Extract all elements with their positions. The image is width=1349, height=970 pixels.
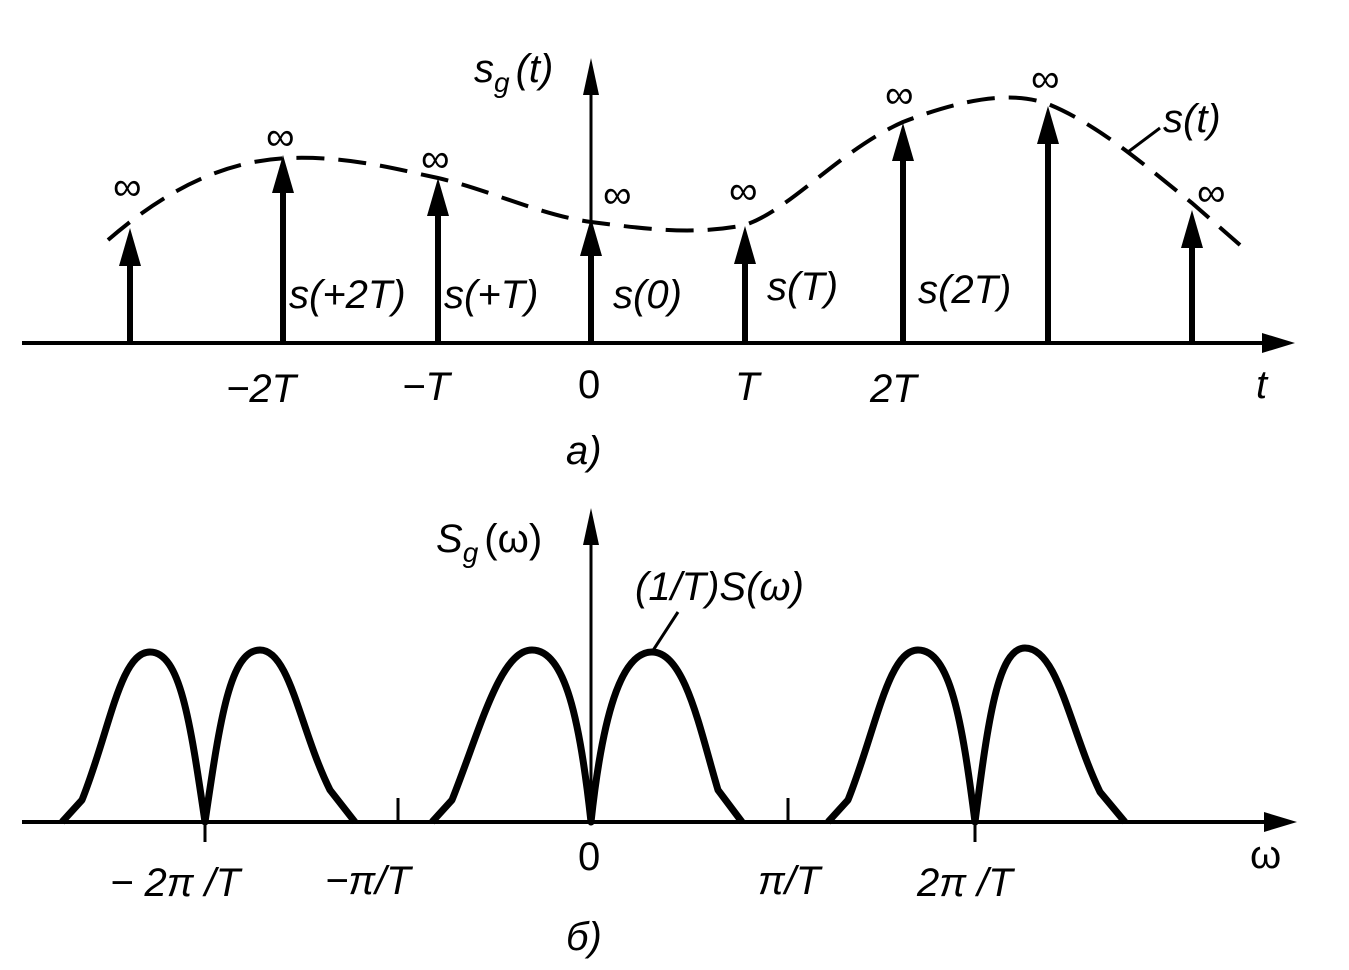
curve-label: (1/T)S(ω) — [635, 565, 804, 609]
panel-a: ∞ ∞ ∞ ∞ ∞ ∞ ∞ ∞ sg (t) t s(t) s(+2T) s(+T… — [22, 47, 1295, 473]
sample-label: s(2T) — [918, 268, 1011, 312]
infinity-label: ∞ — [421, 137, 450, 181]
sample-label: s(+T) — [444, 273, 538, 317]
tick-label: π/T — [758, 859, 823, 903]
impulse-arrow-icon — [1181, 210, 1203, 248]
tick-label: 0 — [578, 363, 600, 407]
curve-label-pointer — [650, 611, 680, 653]
envelope-curve — [106, 95, 1242, 247]
impulse-arrow-icon — [580, 218, 602, 256]
infinity-label: ∞ — [885, 73, 914, 117]
infinity-label: ∞ — [113, 165, 142, 209]
tick-label: −2T — [226, 367, 299, 411]
omega-axis-label: ω — [1250, 833, 1281, 877]
caption-b: б) — [566, 915, 602, 959]
spectrum-replica-plus — [825, 644, 1128, 826]
spectrum-replica-zero — [429, 646, 745, 826]
tick-label: −π/T — [325, 859, 413, 903]
tick-label: − 2π /T — [110, 861, 243, 905]
sample-label: s(+2T) — [289, 273, 406, 317]
impulse-arrow-icon — [272, 155, 294, 193]
infinity-label: ∞ — [603, 173, 632, 217]
impulses — [119, 106, 1203, 343]
impulse-arrow-icon — [892, 123, 914, 161]
tick-label: T — [735, 365, 762, 409]
caption-a: a) — [566, 429, 602, 473]
sg-axis-label: sg (t) — [474, 47, 553, 98]
tick-label: 2T — [869, 367, 919, 411]
Sg-axis-label: Sg (ω) — [436, 517, 542, 568]
envelope-label: s(t) — [1163, 97, 1221, 141]
spectrum-replica-minus — [59, 646, 358, 826]
Sg-axis-arrow-icon — [583, 508, 599, 545]
impulse-arrow-icon — [427, 178, 449, 216]
infinity-label: ∞ — [729, 169, 758, 213]
infinity-label: ∞ — [1197, 171, 1226, 215]
impulse-arrow-icon — [734, 226, 756, 264]
panel-b: Sg (ω) (1/T)S(ω) ω − 2π /T −π/T 0 π/T 2π … — [22, 508, 1297, 959]
impulse-arrow-icon — [1037, 106, 1059, 144]
sample-label: s(0) — [613, 273, 682, 317]
tick-label: 2π /T — [916, 861, 1015, 905]
sg-axis-arrow-icon — [583, 58, 599, 95]
infinity-label: ∞ — [1031, 57, 1060, 101]
tick-label: −T — [402, 365, 452, 409]
t-axis-arrow-icon — [1262, 333, 1295, 353]
infinity-label: ∞ — [266, 115, 295, 159]
omega-axis-arrow-icon — [1264, 812, 1297, 832]
envelope-label-pointer — [1127, 126, 1161, 154]
sample-label: s(T) — [767, 265, 838, 309]
tick-label: 0 — [578, 835, 600, 879]
t-axis-label: t — [1256, 363, 1269, 407]
impulse-arrow-icon — [119, 228, 141, 266]
